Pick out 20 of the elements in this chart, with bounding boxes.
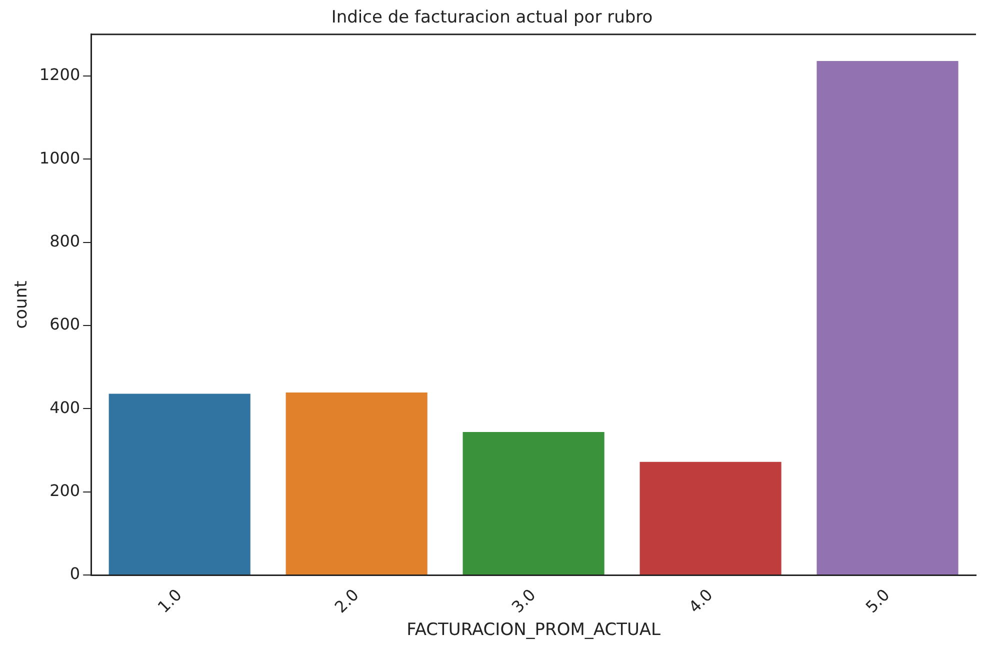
- y-tick-label: 0: [70, 564, 80, 584]
- x-tick-label: 4.0: [684, 585, 716, 617]
- x-tick-label: 2.0: [330, 585, 362, 617]
- y-tick-label: 600: [50, 314, 80, 334]
- y-tick-label: 800: [50, 231, 80, 250]
- bar: [108, 394, 250, 575]
- x-tick-label: 1.0: [154, 585, 186, 617]
- x-tick-label: 3.0: [508, 585, 540, 617]
- y-tick-label: 400: [50, 398, 80, 417]
- bar: [816, 61, 958, 575]
- y-axis-title: count: [12, 280, 32, 329]
- bar: [286, 392, 428, 575]
- y-tick-label: 200: [50, 481, 80, 500]
- y-tick-label: 1000: [39, 148, 80, 168]
- chart-title: Indice de facturacion actual por rubro: [331, 8, 653, 28]
- bar: [462, 432, 604, 575]
- x-axis-title: FACTURACION_PROM_ACTUAL: [406, 620, 662, 640]
- bar: [640, 462, 782, 575]
- x-tick-label: 5.0: [862, 585, 894, 617]
- y-tick-label: 1200: [39, 65, 80, 84]
